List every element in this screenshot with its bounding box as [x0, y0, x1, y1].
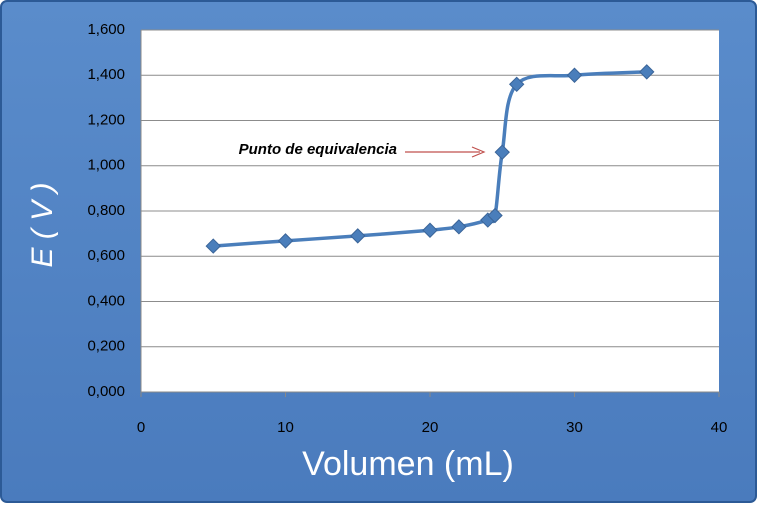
y-tick-label: 1,000 [87, 157, 125, 174]
y-tick-label: 0,800 [87, 202, 125, 219]
y-tick-label: 0,400 [87, 292, 125, 309]
y-tick-label: 1,400 [87, 66, 125, 83]
annotation: Punto de equivalencia [239, 141, 397, 158]
y-axis-title: E ( V ) [26, 182, 59, 267]
x-tick-label: 20 [422, 419, 439, 436]
data-point [508, 76, 525, 93]
x-tick-label: 30 [566, 419, 583, 436]
data-point [487, 207, 503, 224]
y-tick-label: 1,200 [87, 111, 125, 128]
data-point [277, 233, 294, 249]
data-point [451, 219, 467, 235]
x-tick-label: 40 [711, 419, 728, 436]
y-tick-label: 0,200 [87, 338, 125, 355]
annotation-arrowhead [471, 146, 486, 158]
data-point [639, 64, 655, 80]
y-tick-label: 1,600 [87, 21, 125, 38]
y-tick-label: 0,600 [87, 247, 125, 264]
data-point [205, 238, 221, 254]
data-point [350, 228, 366, 244]
x-tick-label: 10 [277, 419, 294, 436]
data-point [566, 67, 583, 83]
x-tick-label: 0 [137, 419, 145, 436]
y-tick-label: 0,000 [87, 383, 125, 400]
data-point [422, 222, 438, 238]
data-point [494, 144, 510, 160]
x-axis-title: Volumen (mL) [302, 445, 514, 483]
